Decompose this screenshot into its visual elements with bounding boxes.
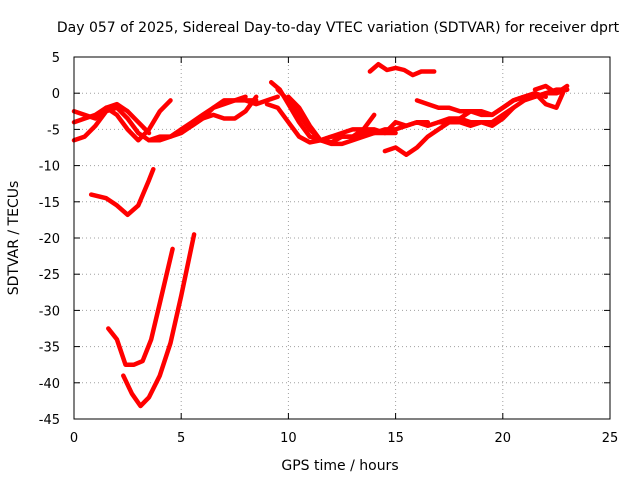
y-tick-label: 5 [52, 51, 60, 66]
y-tick-label: -10 [39, 160, 60, 175]
y-tick-label: 0 [52, 87, 60, 102]
series-line-track-17 [436, 87, 570, 129]
y-tick-label: -45 [39, 413, 60, 428]
series-line-track-4 [88, 166, 156, 218]
series-line-track-13 [286, 94, 398, 147]
plot-frame [73, 56, 611, 420]
x-tick-label: 5 [177, 431, 185, 446]
y-tick-label: -20 [39, 232, 60, 247]
y-tick-label: -30 [39, 304, 60, 319]
grid-lines [74, 57, 610, 419]
x-tick-label: 0 [70, 431, 78, 446]
y-tick-label: -5 [47, 123, 60, 138]
y-axis-label: SDTVAR / TECUs [6, 181, 22, 296]
x-tick-label: 20 [495, 431, 512, 446]
series-line-track-3 [71, 101, 152, 136]
series-group [71, 61, 570, 409]
series-line-track-6 [121, 232, 197, 409]
y-tick-label: -25 [39, 268, 60, 283]
y-tick-label: -15 [39, 196, 60, 211]
x-tick-label: 10 [280, 431, 297, 446]
y-tick-label: -40 [39, 377, 60, 392]
x-axis-label: GPS time / hours [281, 458, 398, 474]
series-line-track-5 [106, 246, 175, 367]
chart-title: Day 057 of 2025, Sidereal Day-to-day VTE… [57, 20, 620, 36]
series-line-track-14 [367, 61, 437, 78]
x-tick-label: 15 [387, 431, 404, 446]
series-line-track-12 [275, 87, 431, 143]
y-tick-label: -35 [39, 341, 60, 356]
series-line-track-19 [532, 83, 570, 96]
series-line-track-9 [243, 94, 280, 107]
series-line-track-18 [511, 90, 566, 110]
x-tick-label: 25 [602, 431, 619, 446]
